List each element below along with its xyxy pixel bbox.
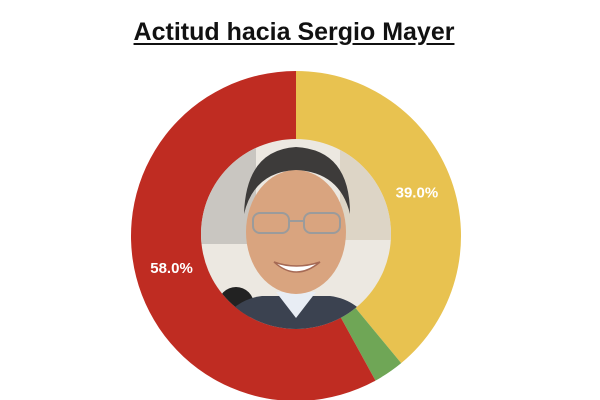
slice-yellow	[296, 71, 461, 364]
slice-labels: 39.0% 58.0%	[150, 184, 438, 276]
donut-slices	[131, 71, 461, 400]
slice-green	[340, 306, 402, 381]
slice-label-yellow: 39.0%	[396, 184, 439, 201]
slice-label-red: 58.0%	[150, 260, 193, 277]
slice-red	[131, 71, 376, 400]
chart-title: Actitud hacia Sergio Mayer	[133, 18, 455, 46]
